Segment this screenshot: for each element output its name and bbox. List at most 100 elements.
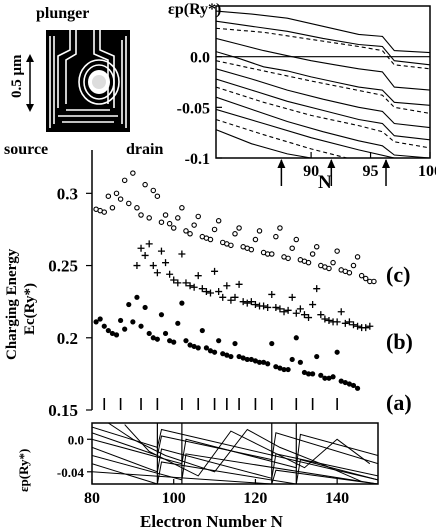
drain-label: drain	[126, 141, 163, 158]
point-a	[207, 348, 214, 354]
point-c	[179, 205, 185, 211]
point-b	[354, 322, 362, 330]
top-arrow-head	[382, 159, 391, 168]
top-xtick-label: 90	[303, 163, 319, 180]
point-c	[346, 270, 353, 276]
main-ytick-label: 0.3	[57, 184, 78, 203]
point-b	[223, 282, 231, 290]
point-a	[330, 374, 336, 380]
point-c	[101, 209, 108, 215]
point-c	[334, 248, 340, 254]
point-a	[342, 379, 348, 386]
point-c	[117, 196, 124, 202]
point-b	[198, 285, 206, 293]
point-a	[142, 304, 148, 311]
bottom-series-group	[92, 423, 378, 484]
point-a	[113, 332, 120, 338]
point-a	[122, 326, 128, 332]
point-b	[317, 311, 325, 319]
bottom-series-line	[92, 433, 378, 469]
point-c	[162, 212, 169, 218]
point-c	[350, 262, 357, 269]
main-ylabel-line1: Charging Energy	[4, 248, 20, 360]
point-b	[300, 311, 308, 319]
point-b	[268, 290, 276, 298]
top-xlabel: N	[318, 172, 332, 193]
point-c	[330, 259, 336, 266]
bottom-series-line	[92, 426, 378, 481]
point-a	[301, 369, 308, 376]
panel-label-a: (a)	[386, 390, 412, 415]
point-a	[93, 319, 99, 325]
bottom-xtick-label: 120	[243, 490, 267, 507]
top-series-group	[216, 10, 430, 158]
point-b	[309, 301, 317, 309]
point-a	[191, 343, 197, 350]
point-b	[162, 259, 170, 267]
top-series-line	[216, 108, 395, 158]
bottom-series-line	[92, 453, 378, 484]
point-b	[170, 276, 178, 284]
point-a	[158, 312, 165, 318]
point-a	[162, 330, 169, 337]
point-a	[154, 336, 160, 342]
bottom-xtick-label: 80	[84, 490, 100, 507]
point-b	[292, 309, 300, 317]
scale-label: 0.5 μm	[9, 54, 25, 98]
point-c	[109, 205, 116, 211]
point-c	[146, 215, 152, 221]
point-c	[232, 231, 238, 237]
point-a	[211, 349, 218, 355]
point-b	[206, 289, 214, 297]
bottom-series-line	[108, 423, 362, 483]
point-a	[273, 364, 279, 370]
top-arrow-head	[327, 159, 336, 168]
main-scatter: 0.15 0.2 0.25 0.3 Charging Energy Ec(Ry*) (…	[4, 150, 413, 420]
point-a	[187, 342, 193, 348]
bottom-spectrum: 0.0 -0.04 80 100 120 140 εp(Ry*) Electron Num…	[16, 422, 379, 531]
point-c	[195, 213, 201, 220]
main-ytick-label: 0.25	[48, 257, 78, 276]
bottom-plot-frame	[91, 422, 379, 485]
point-c	[313, 244, 320, 250]
point-b	[215, 288, 223, 296]
point-a	[244, 356, 250, 363]
point-b	[276, 305, 284, 313]
point-a	[318, 372, 324, 378]
point-c	[207, 236, 214, 243]
point-c	[150, 187, 157, 194]
point-c	[215, 218, 222, 224]
point-c	[236, 225, 242, 231]
panel-label-b: (b)	[386, 329, 413, 354]
point-a	[134, 294, 140, 300]
point-b	[227, 296, 235, 304]
point-a	[126, 301, 132, 308]
point-c	[289, 245, 295, 251]
point-c	[252, 236, 259, 243]
device-inset: 0.5 μm plunger source drain	[4, 5, 163, 158]
top-series-line	[216, 51, 430, 106]
bottom-ytick-label: 0.0	[68, 432, 84, 447]
top-ytick-label: -0.1	[185, 151, 210, 168]
point-c	[273, 233, 279, 240]
point-a	[183, 338, 189, 344]
point-a	[350, 382, 357, 389]
point-a	[167, 338, 173, 344]
source-label: source	[4, 141, 48, 158]
bottom-series-line	[92, 432, 378, 465]
panel-label-c: (c)	[386, 262, 410, 287]
point-a	[150, 335, 156, 341]
point-a	[310, 371, 316, 377]
point-c	[211, 226, 218, 233]
point-a	[277, 365, 283, 371]
top-series-line	[216, 86, 430, 149]
point-b	[137, 244, 145, 252]
point-c	[121, 177, 128, 184]
point-c	[154, 193, 161, 199]
point-c	[142, 181, 148, 188]
point-b	[341, 319, 349, 327]
point-c	[277, 225, 283, 231]
point-a	[220, 351, 226, 357]
bottom-xlabel: Electron Number N	[140, 512, 284, 531]
point-b	[166, 270, 174, 278]
